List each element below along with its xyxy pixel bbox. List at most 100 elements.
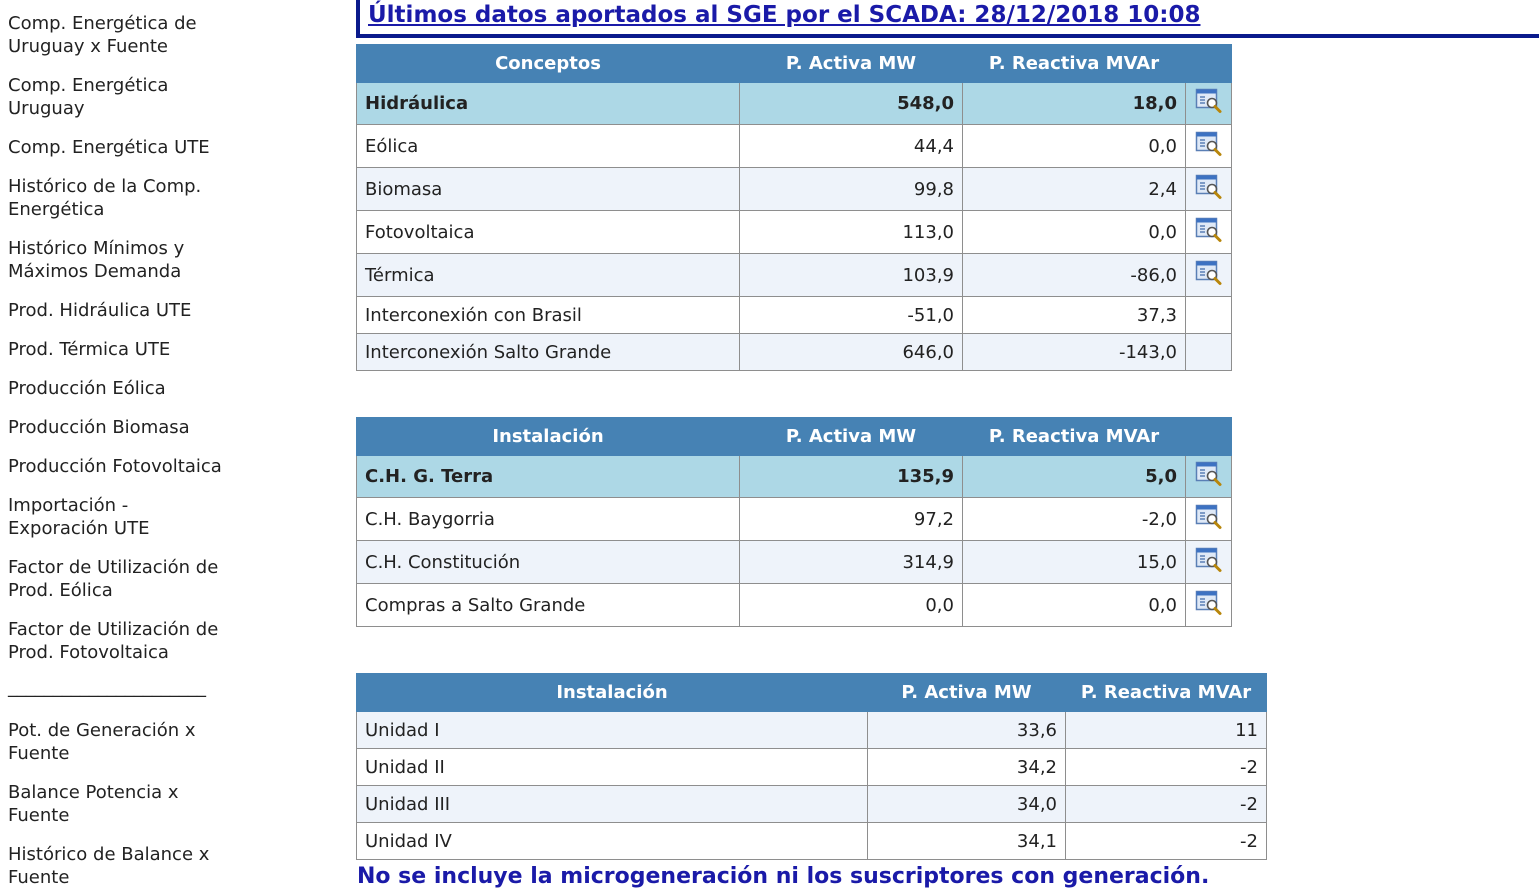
row-name: Interconexión con Brasil [356, 296, 740, 334]
sidebar-link-line1: Producción Biomasa [8, 417, 190, 438]
col-header-active-power: P. Activa MW [739, 417, 963, 456]
row-name: C.H. Baygorria [356, 497, 740, 541]
row-detail-cell [1185, 253, 1232, 297]
row-detail-cell [1185, 82, 1232, 125]
detail-magnifier-icon[interactable] [1195, 88, 1223, 119]
col-header-reactive-power: P. Reactiva MVAr [1065, 673, 1267, 712]
col-header-icon [1185, 417, 1232, 456]
row-name: Unidad II [356, 748, 868, 786]
sidebar-link-line2: Prod. Fotovoltaica [8, 642, 169, 663]
sidebar-link-line1: Comp. Energética UTE [8, 137, 210, 158]
sidebar-link-line2: Uruguay [8, 98, 85, 119]
row-reactive-power: -2,0 [962, 497, 1186, 541]
row-name: Hidráulica [356, 82, 740, 125]
sidebar-link-line2: Fuente [8, 867, 70, 888]
page-title[interactable]: Últimos datos aportados al SGE por el SC… [368, 2, 1201, 28]
row-name: Biomasa [356, 167, 740, 211]
col-header-active-power: P. Activa MW [867, 673, 1066, 712]
sidebar-link-line1: Producción Fotovoltaica [8, 456, 222, 477]
sidebar-link[interactable]: Producción Fotovoltaica [8, 455, 263, 478]
row-active-power: 314,9 [739, 540, 963, 584]
sidebar-link[interactable]: Producción Biomasa [8, 416, 263, 439]
row-name: Unidad III [356, 785, 868, 823]
table-row: Eólica 44,4 0,0 [356, 124, 1232, 168]
sidebar-link-line1: Factor de Utilización de [8, 557, 219, 578]
sidebar-link[interactable]: Comp. Energética UTE [8, 136, 263, 159]
sidebar-link[interactable]: Histórico de Balance x Fuente [8, 843, 263, 889]
row-reactive-power: 37,3 [962, 296, 1186, 334]
sidebar-link[interactable]: Producción Eólica [8, 377, 263, 400]
detail-magnifier-icon[interactable] [1195, 461, 1223, 492]
sidebar-link[interactable]: Comp. Energética Uruguay [8, 74, 263, 120]
page-title-box: Últimos datos aportados al SGE por el SC… [356, 0, 1539, 38]
row-name: C.H. Constitución [356, 540, 740, 584]
row-active-power: 34,0 [867, 785, 1066, 823]
row-name: C.H. G. Terra [356, 455, 740, 498]
table-row: Interconexión Salto Grande 646,0 -143,0 [356, 333, 1232, 371]
table-row: Unidad III 34,0 -2 [356, 785, 1267, 823]
installations-table: Instalación P. Activa MW P. Reactiva MVA… [356, 417, 1232, 627]
row-name: Eólica [356, 124, 740, 168]
units-table: Instalación P. Activa MW P. Reactiva MVA… [356, 673, 1267, 860]
row-reactive-power: 0,0 [962, 583, 1186, 627]
col-header-concepts: Conceptos [356, 44, 740, 83]
detail-magnifier-icon[interactable] [1195, 590, 1223, 621]
sidebar-separator: ______________________ [8, 677, 206, 698]
sidebar-link[interactable]: Comp. Energética de Uruguay x Fuente [8, 12, 263, 58]
detail-magnifier-icon[interactable] [1195, 260, 1223, 291]
row-name: Unidad I [356, 711, 868, 749]
row-active-power: 34,1 [867, 822, 1066, 860]
row-reactive-power: -143,0 [962, 333, 1186, 371]
table-row: Térmica 103,9 -86,0 [356, 253, 1232, 297]
col-header-reactive-power: P. Reactiva MVAr [962, 417, 1186, 456]
sidebar-link[interactable]: Prod. Hidráulica UTE [8, 299, 263, 322]
sidebar-link[interactable]: Prod. Térmica UTE [8, 338, 263, 361]
table-row: Unidad I 33,6 11 [356, 711, 1267, 749]
col-header-installation: Instalación [356, 673, 868, 712]
sidebar-link-line1: Prod. Hidráulica UTE [8, 300, 192, 321]
row-reactive-power: 5,0 [962, 455, 1186, 498]
row-reactive-power: -2 [1065, 748, 1267, 786]
row-reactive-power: 2,4 [962, 167, 1186, 211]
sidebar-link-line2: Exporación UTE [8, 518, 150, 539]
sidebar-link[interactable]: Histórico de la Comp. Energética [8, 175, 263, 221]
col-header-reactive-power: P. Reactiva MVAr [962, 44, 1186, 83]
table-row: Fotovoltaica 113,0 0,0 [356, 210, 1232, 254]
footnote: No se incluye la microgeneración ni los … [357, 864, 1210, 889]
detail-magnifier-icon[interactable] [1195, 174, 1223, 205]
table-row: C.H. G. Terra 135,9 5,0 [356, 455, 1232, 498]
table-row: Interconexión con Brasil -51,0 37,3 [356, 296, 1232, 334]
sidebar-link[interactable]: Histórico Mínimos y Máximos Demanda [8, 237, 263, 283]
sidebar-link[interactable]: Factor de Utilización de Prod. Eólica [8, 556, 263, 602]
sidebar-link[interactable]: Pot. de Generación x Fuente [8, 719, 263, 765]
row-name: Unidad IV [356, 822, 868, 860]
row-active-power: 0,0 [739, 583, 963, 627]
sidebar-link-line1: Comp. Energética [8, 75, 169, 96]
row-reactive-power: -86,0 [962, 253, 1186, 297]
table-row: Biomasa 99,8 2,4 [356, 167, 1232, 211]
table-row: C.H. Baygorria 97,2 -2,0 [356, 497, 1232, 541]
detail-magnifier-icon[interactable] [1195, 547, 1223, 578]
row-active-power: 99,8 [739, 167, 963, 211]
sidebar-link[interactable]: Importación - Exporación UTE [8, 494, 263, 540]
table-row: Unidad II 34,2 -2 [356, 748, 1267, 786]
sidebar-link-line1: Pot. de Generación x [8, 720, 196, 741]
row-detail-cell [1185, 167, 1232, 211]
sidebar-link[interactable]: Factor de Utilización de Prod. Fotovoltai… [8, 618, 263, 664]
sidebar-link-line2: Fuente [8, 743, 70, 764]
row-name: Interconexión Salto Grande [356, 333, 740, 371]
row-active-power: 34,2 [867, 748, 1066, 786]
sidebar-link-line2: Uruguay x Fuente [8, 36, 168, 57]
row-active-power: 44,4 [739, 124, 963, 168]
detail-magnifier-icon[interactable] [1195, 504, 1223, 535]
sidebar-link-line1: Histórico de la Comp. [8, 176, 202, 197]
sidebar-link[interactable]: Balance Potencia x Fuente [8, 781, 263, 827]
row-detail-cell [1185, 540, 1232, 584]
row-active-power: 103,9 [739, 253, 963, 297]
sidebar-link-line1: Balance Potencia x [8, 782, 179, 803]
detail-magnifier-icon[interactable] [1195, 131, 1223, 162]
row-active-power: 646,0 [739, 333, 963, 371]
row-active-power: 135,9 [739, 455, 963, 498]
detail-magnifier-icon[interactable] [1195, 217, 1223, 248]
row-name: Fotovoltaica [356, 210, 740, 254]
